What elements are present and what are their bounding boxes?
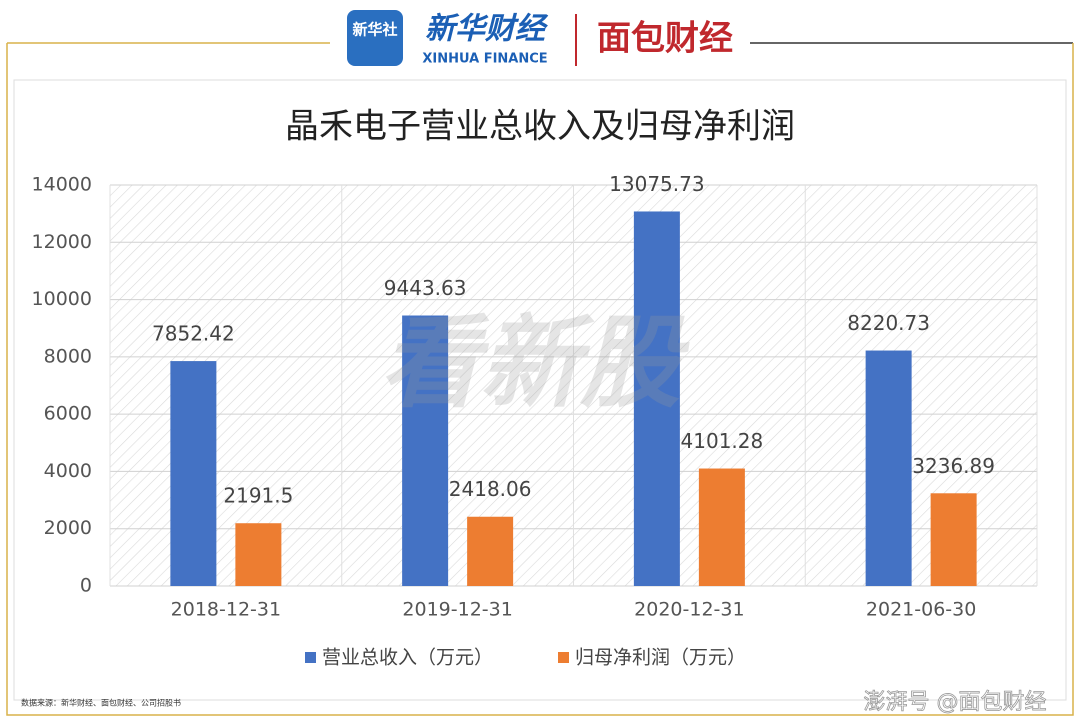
y-tick-label: 2000 (44, 517, 92, 539)
partner: 面包财经 (597, 19, 733, 59)
y-tick-label: 8000 (44, 345, 92, 367)
watermark: 看新股 (380, 304, 690, 421)
bar (467, 516, 514, 586)
bar (698, 468, 745, 586)
badge-logo (347, 10, 403, 66)
bar (235, 523, 282, 586)
y-tick-label: 4000 (44, 460, 92, 482)
source: 数据来源：新华财经、面包财经、公司招股书 (21, 698, 181, 708)
data-label: 3236.89 (912, 454, 995, 478)
y-tick-label: 6000 (44, 403, 92, 425)
x-tick-label: 2018-12-31 (171, 599, 281, 621)
data-label: 7852.42 (152, 322, 235, 346)
brand-en: XINHUA FINANCE (422, 52, 547, 67)
y-tick-label: 10000 (32, 288, 92, 310)
data-label: 4101.28 (681, 429, 764, 453)
bar (170, 361, 217, 586)
x-tick-label: 2019-12-31 (402, 599, 512, 621)
data-label: 2191.5 (223, 484, 293, 508)
y-tick-label: 0 (80, 575, 92, 597)
bar (865, 350, 912, 586)
badge-text: 新华社 (352, 21, 397, 39)
x-tick-label: 2020-12-31 (634, 599, 744, 621)
bar (930, 493, 977, 586)
legend-swatch (305, 652, 316, 663)
data-label: 2418.06 (449, 477, 532, 501)
bar (633, 211, 680, 586)
data-label: 13075.73 (609, 172, 704, 196)
data-label: 8220.73 (847, 311, 930, 335)
corner-watermark: 澎湃号 @面包财经 (864, 690, 1047, 715)
legend-swatch (558, 652, 569, 663)
plot: 0 2000 4000 6000 8000 10000 12000 14000 2018-12-… (32, 172, 1038, 669)
y-tick-label: 14000 (32, 174, 92, 196)
brand: 新华财经 (425, 12, 549, 47)
chart-title: 晶禾电子营业总收入及归母净利润 (285, 107, 795, 147)
x-tick-label: 2021-06-30 (866, 599, 976, 621)
y-tick-label: 12000 (32, 231, 92, 253)
bar (402, 315, 449, 586)
legend-label: 归母净利润（万元） (575, 647, 746, 669)
data-label: 9443.63 (384, 276, 467, 300)
legend-label: 营业总收入（万元） (322, 647, 493, 669)
frame (6, 43, 1074, 716)
